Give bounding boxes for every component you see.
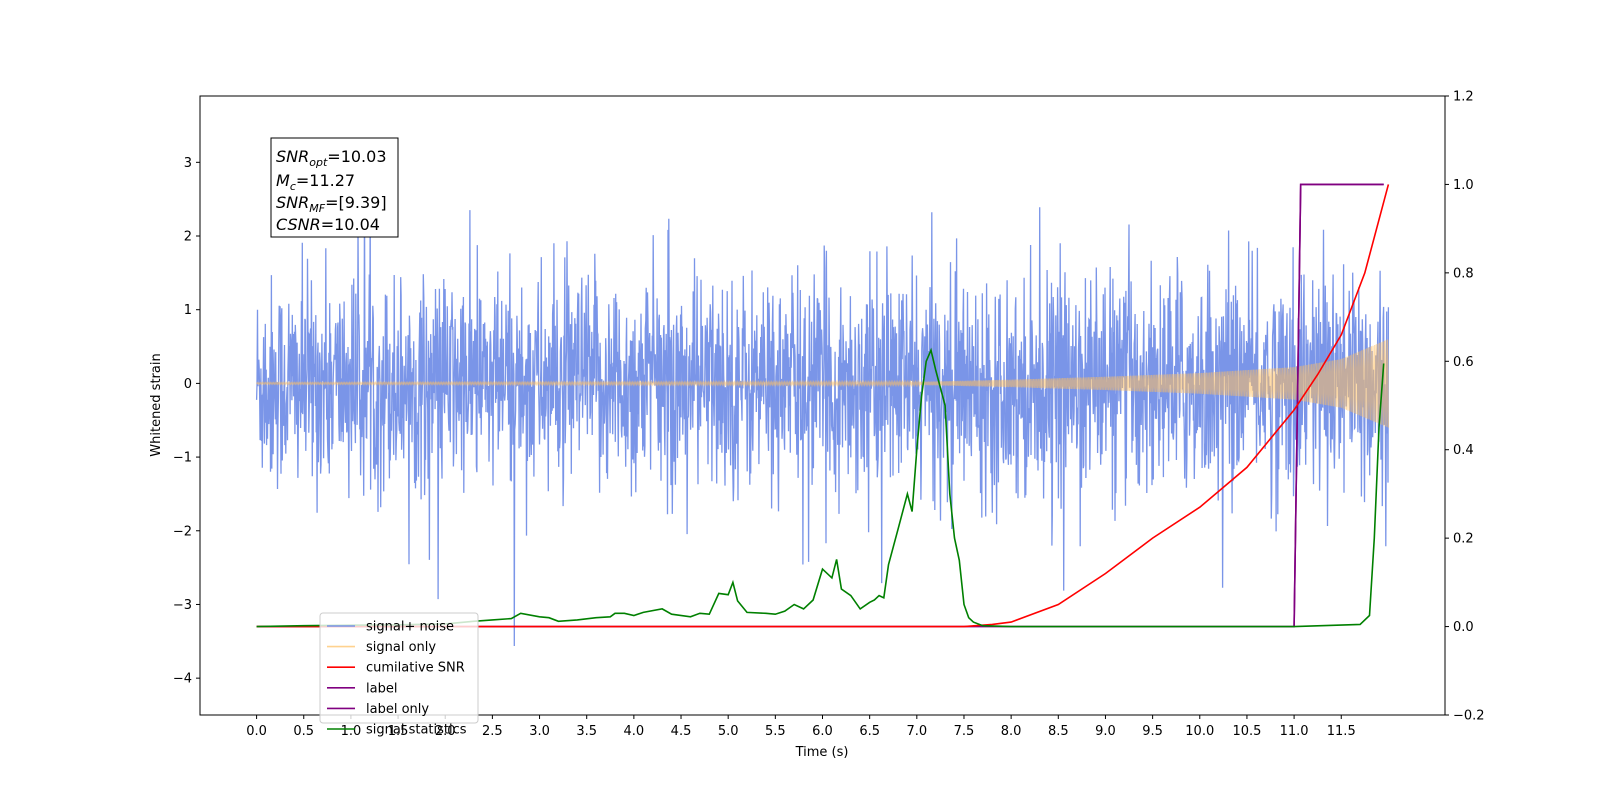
- annotation-line-csnr: CSNR=10.04: [276, 215, 380, 234]
- x-tick-label: 8.0: [1001, 724, 1022, 739]
- y-left-tick-label: −2: [173, 524, 192, 539]
- y-right-tick-label: 0.8: [1453, 266, 1474, 281]
- annotation-line-snr-mf: SNRMF=[9.39]: [276, 193, 387, 215]
- x-tick-label: 10.5: [1232, 724, 1261, 739]
- right-series-layer: [256, 183, 1390, 628]
- y-axis-label: Whitened strain: [149, 353, 164, 456]
- legend: signal+ noise signal only cumilative SNR la…: [319, 612, 479, 738]
- x-tick-label: 9.5: [1142, 724, 1163, 739]
- legend-label: cumilative SNR: [366, 661, 465, 676]
- x-axis-label: Time (s): [795, 745, 849, 760]
- y-left-tick-label: −1: [173, 451, 192, 466]
- x-tick-label: 7.0: [906, 724, 927, 739]
- legend-label: label: [366, 681, 397, 696]
- x-tick-label: 7.5: [954, 724, 975, 739]
- y-left-tick-label: 1: [184, 303, 192, 318]
- x-tick-label: 11.5: [1327, 724, 1356, 739]
- y-right-tick-label: −0.2: [1453, 709, 1485, 724]
- x-tick-label: 2.5: [482, 724, 503, 739]
- x-tick-label: 0.0: [246, 724, 267, 739]
- legend-label: label only: [366, 702, 429, 717]
- noise-layer: [255, 180, 1390, 647]
- annotation-frame: [270, 137, 399, 238]
- series-line-signal-only: [256, 339, 1389, 428]
- y-right-tick-label: 0.6: [1453, 355, 1474, 370]
- y-left-tick-label: −4: [173, 672, 192, 687]
- x-tick-label: 5.0: [718, 724, 739, 739]
- x-tick-label: 9.0: [1095, 724, 1116, 739]
- legend-label: signal only: [366, 640, 436, 655]
- y-left-tick-label: 2: [184, 230, 192, 245]
- annotation-box: SNRopt=10.03 Mc=11.27 SNRMF=[9.39] CSNR=…: [270, 137, 399, 238]
- x-tick-label: 0.5: [293, 724, 314, 739]
- x-tick-label: 2.0: [435, 724, 456, 739]
- series-line-signal-statistics: [256, 347, 1385, 628]
- x-tick-label: 10.0: [1185, 724, 1214, 739]
- y-right-tick-label: 0.2: [1453, 532, 1474, 547]
- x-tick-label: 11.0: [1280, 724, 1309, 739]
- series-line-label: [1293, 183, 1384, 627]
- x-tick-label: 3.0: [529, 724, 550, 739]
- y-right-tick-label: 0.4: [1453, 443, 1474, 458]
- x-tick-label: 4.0: [624, 724, 645, 739]
- annotation-line-snr-opt: SNRopt=10.03: [276, 147, 387, 169]
- annotation-line-mc: Mc=11.27: [276, 171, 355, 193]
- x-tick-label: 4.5: [671, 724, 692, 739]
- y-left-tick-label: −3: [173, 598, 192, 613]
- x-tick-label: 6.5: [859, 724, 880, 739]
- y-axis-right: −0.2 0.0 0.2 0.4 0.6 0.8 1.0 1.2: [1445, 90, 1485, 724]
- legend-frame: [319, 612, 479, 724]
- x-tick-label: 5.5: [765, 724, 786, 739]
- y-right-tick-label: 0.0: [1453, 620, 1474, 635]
- y-right-tick-label: 1.2: [1453, 90, 1474, 105]
- x-axis: 0.0 0.5 1.0 1.5 2.0 2.5 3.0 3.5 4.0 4.5 5.0 5.5 6.0 6…: [246, 715, 1356, 739]
- series-line-cumulative-snr: [256, 184, 1390, 628]
- x-tick-label: 8.5: [1048, 724, 1069, 739]
- series-line-signal-plus-noise: [255, 180, 1390, 647]
- legend-label: signal+ noise: [366, 620, 454, 635]
- legend-label: signal statistics: [366, 723, 467, 738]
- y-left-tick-label: 3: [184, 156, 192, 171]
- x-tick-label: 1.0: [341, 724, 362, 739]
- y-right-tick-label: 1.0: [1453, 178, 1474, 193]
- y-axis-left: −4 −3 −2 −1 0 1 2 3: [173, 156, 200, 687]
- x-tick-label: 6.0: [812, 724, 833, 739]
- x-tick-label: 3.5: [576, 724, 597, 739]
- x-tick-label: 1.5: [388, 724, 409, 739]
- y-left-tick-label: 0: [184, 377, 192, 392]
- signal-layer: [256, 339, 1389, 428]
